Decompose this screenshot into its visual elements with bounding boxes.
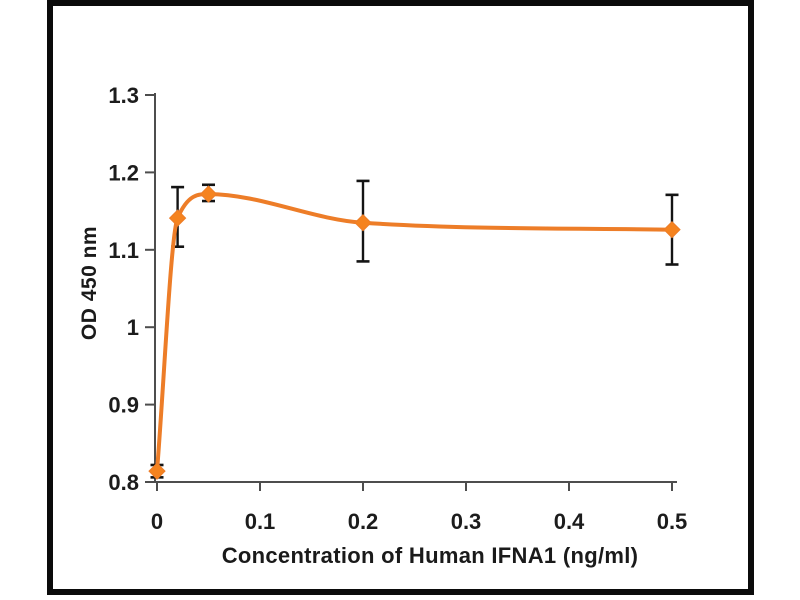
x-tick-label: 0.5 — [657, 509, 688, 534]
chart-frame — [47, 0, 754, 595]
x-tick-label: 0 — [151, 509, 163, 534]
x-tick-label: 0.3 — [451, 509, 482, 534]
series-line — [155, 192, 674, 474]
data-point-marker — [354, 214, 372, 232]
data-point-marker — [199, 185, 218, 203]
y-tick-label: 1.2 — [108, 160, 139, 185]
y-tick-label: 1.1 — [108, 238, 139, 263]
x-tick-label: 0.2 — [348, 509, 379, 534]
data-point-marker — [663, 220, 681, 239]
y-tick-label: 1.3 — [108, 83, 139, 108]
y-tick-label: 0.8 — [108, 470, 139, 495]
x-tick-label: 0.1 — [245, 509, 276, 534]
y-tick-label: 1 — [127, 315, 139, 340]
y-axis-title: OD 450 nm — [78, 225, 101, 341]
data-point-marker — [148, 462, 166, 480]
x-axis-title: Concentration of Human IFNA1 (ng/ml) — [221, 543, 639, 568]
data-point-marker — [168, 209, 187, 227]
x-tick-label: 0.4 — [554, 509, 585, 534]
y-tick-label: 0.9 — [108, 393, 139, 418]
